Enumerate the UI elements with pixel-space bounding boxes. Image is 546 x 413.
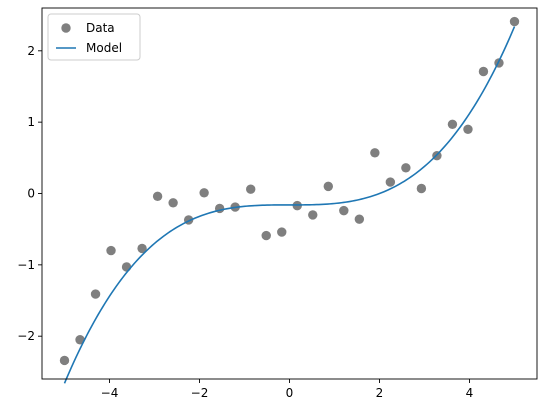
data-point: [339, 205, 349, 216]
data-point: [478, 66, 489, 77]
x-tick-label: −4: [101, 386, 119, 400]
data-point: [199, 188, 209, 198]
data-point: [121, 262, 132, 272]
data-point: [277, 227, 287, 237]
axes-frame: [41, 7, 538, 380]
y-tick-label: −2: [17, 329, 35, 343]
data-point: [152, 191, 163, 202]
data-point: [463, 124, 473, 134]
y-tick-label: 2: [27, 44, 35, 58]
legend-label: Model: [86, 41, 122, 55]
y-tick-label: −1: [17, 258, 35, 272]
legend-marker-data: [61, 23, 71, 33]
y-tick-label: 1: [27, 115, 35, 129]
axes: −4 −2 0 2 4 −2 −1 0 1 2: [17, 7, 538, 400]
data-point: [261, 230, 271, 241]
data-point: [246, 184, 256, 194]
x-tick-label: 4: [466, 386, 474, 400]
data-point: [323, 181, 333, 192]
x-tick-label: −2: [191, 386, 209, 400]
x-tick-label: 0: [286, 386, 294, 400]
data-point: [137, 243, 147, 254]
data-point: [509, 16, 520, 27]
data-point: [168, 198, 178, 208]
data-point: [59, 355, 70, 366]
data-point: [90, 289, 101, 299]
y-tick-label: 0: [27, 187, 35, 201]
data-point: [416, 183, 427, 194]
data-point: [354, 214, 365, 224]
data-point: [385, 177, 396, 187]
data-point: [308, 210, 318, 220]
data-point: [447, 119, 458, 129]
data-point: [106, 245, 116, 256]
legend-label: Data: [86, 21, 115, 35]
x-tick-label: 2: [376, 386, 384, 400]
data-point: [370, 148, 380, 158]
legend: Data Model: [47, 13, 141, 61]
plot-area: [59, 16, 520, 384]
data-point: [401, 163, 411, 173]
data-point: [75, 335, 85, 345]
model-line: [63, 26, 516, 384]
